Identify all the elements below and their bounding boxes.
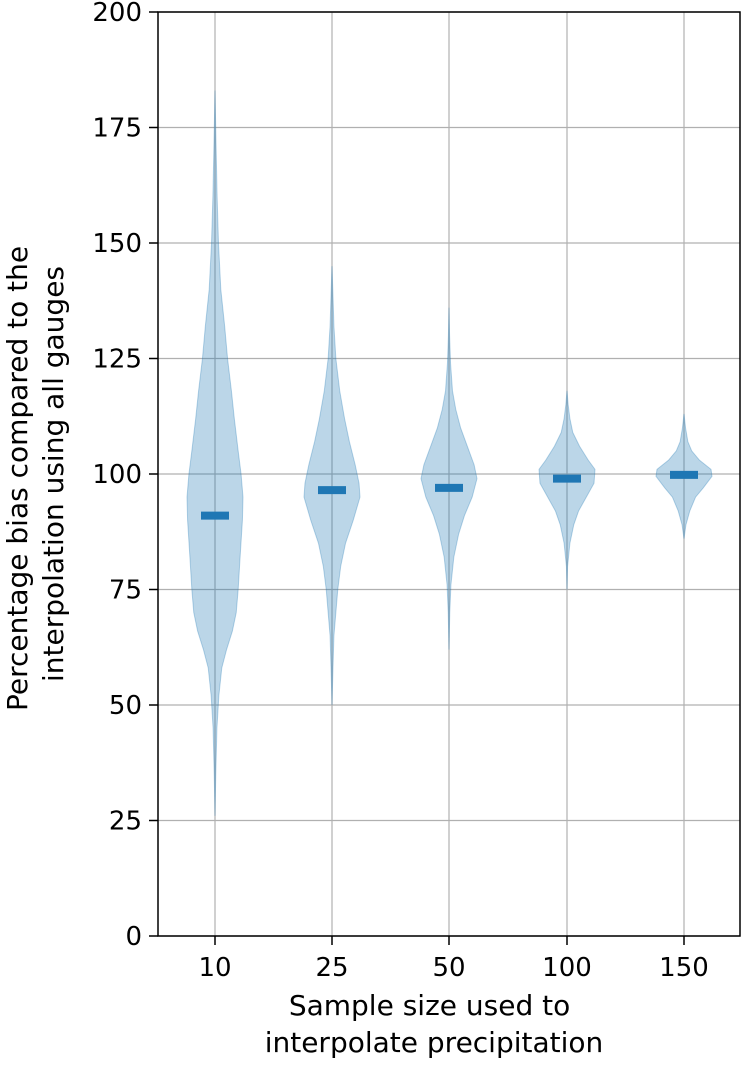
- violin-body: [303, 266, 361, 706]
- y-axis-title: Percentage bias compared to the interpol…: [1, 237, 70, 711]
- x-axis-title: Sample size used to interpolate precipit…: [265, 989, 604, 1059]
- violin-100: [538, 390, 596, 590]
- x-axis-title-line-2: interpolate precipitation: [265, 1026, 604, 1059]
- violin-150: [655, 413, 713, 539]
- y-tick-label: 75: [109, 576, 142, 606]
- x-axis-ticks: 10 25 50 100 150: [198, 936, 709, 983]
- x-tick-label: 10: [198, 953, 231, 983]
- violin-layer: [186, 90, 713, 816]
- y-tick-label: 50: [109, 691, 142, 721]
- x-tick-label: 50: [432, 953, 465, 983]
- y-axis-title-line-1: Percentage bias compared to the: [1, 246, 34, 711]
- y-tick-label: 25: [109, 807, 142, 837]
- x-tick-label: 25: [315, 953, 348, 983]
- y-tick-label: 175: [92, 114, 142, 144]
- y-axis-ticks: 0 25 50 75 100 125 150 175 200: [92, 0, 158, 952]
- y-tick-label: 100: [92, 460, 142, 490]
- violin-body: [538, 390, 596, 590]
- y-tick-label: 150: [92, 229, 142, 259]
- violin-body: [186, 90, 244, 816]
- violin-50: [420, 307, 478, 650]
- violin-body: [420, 307, 478, 650]
- x-tick-label: 150: [659, 953, 709, 983]
- y-axis-title-line-2: interpolation using all gauges: [37, 266, 70, 682]
- x-tick-label: 100: [542, 953, 592, 983]
- y-tick-label: 0: [125, 922, 142, 952]
- y-tick-label: 200: [92, 0, 142, 28]
- violin-25: [303, 266, 361, 706]
- violin-10: [186, 90, 244, 816]
- y-tick-label: 125: [92, 345, 142, 375]
- x-axis-title-line-1: Sample size used to: [289, 989, 570, 1022]
